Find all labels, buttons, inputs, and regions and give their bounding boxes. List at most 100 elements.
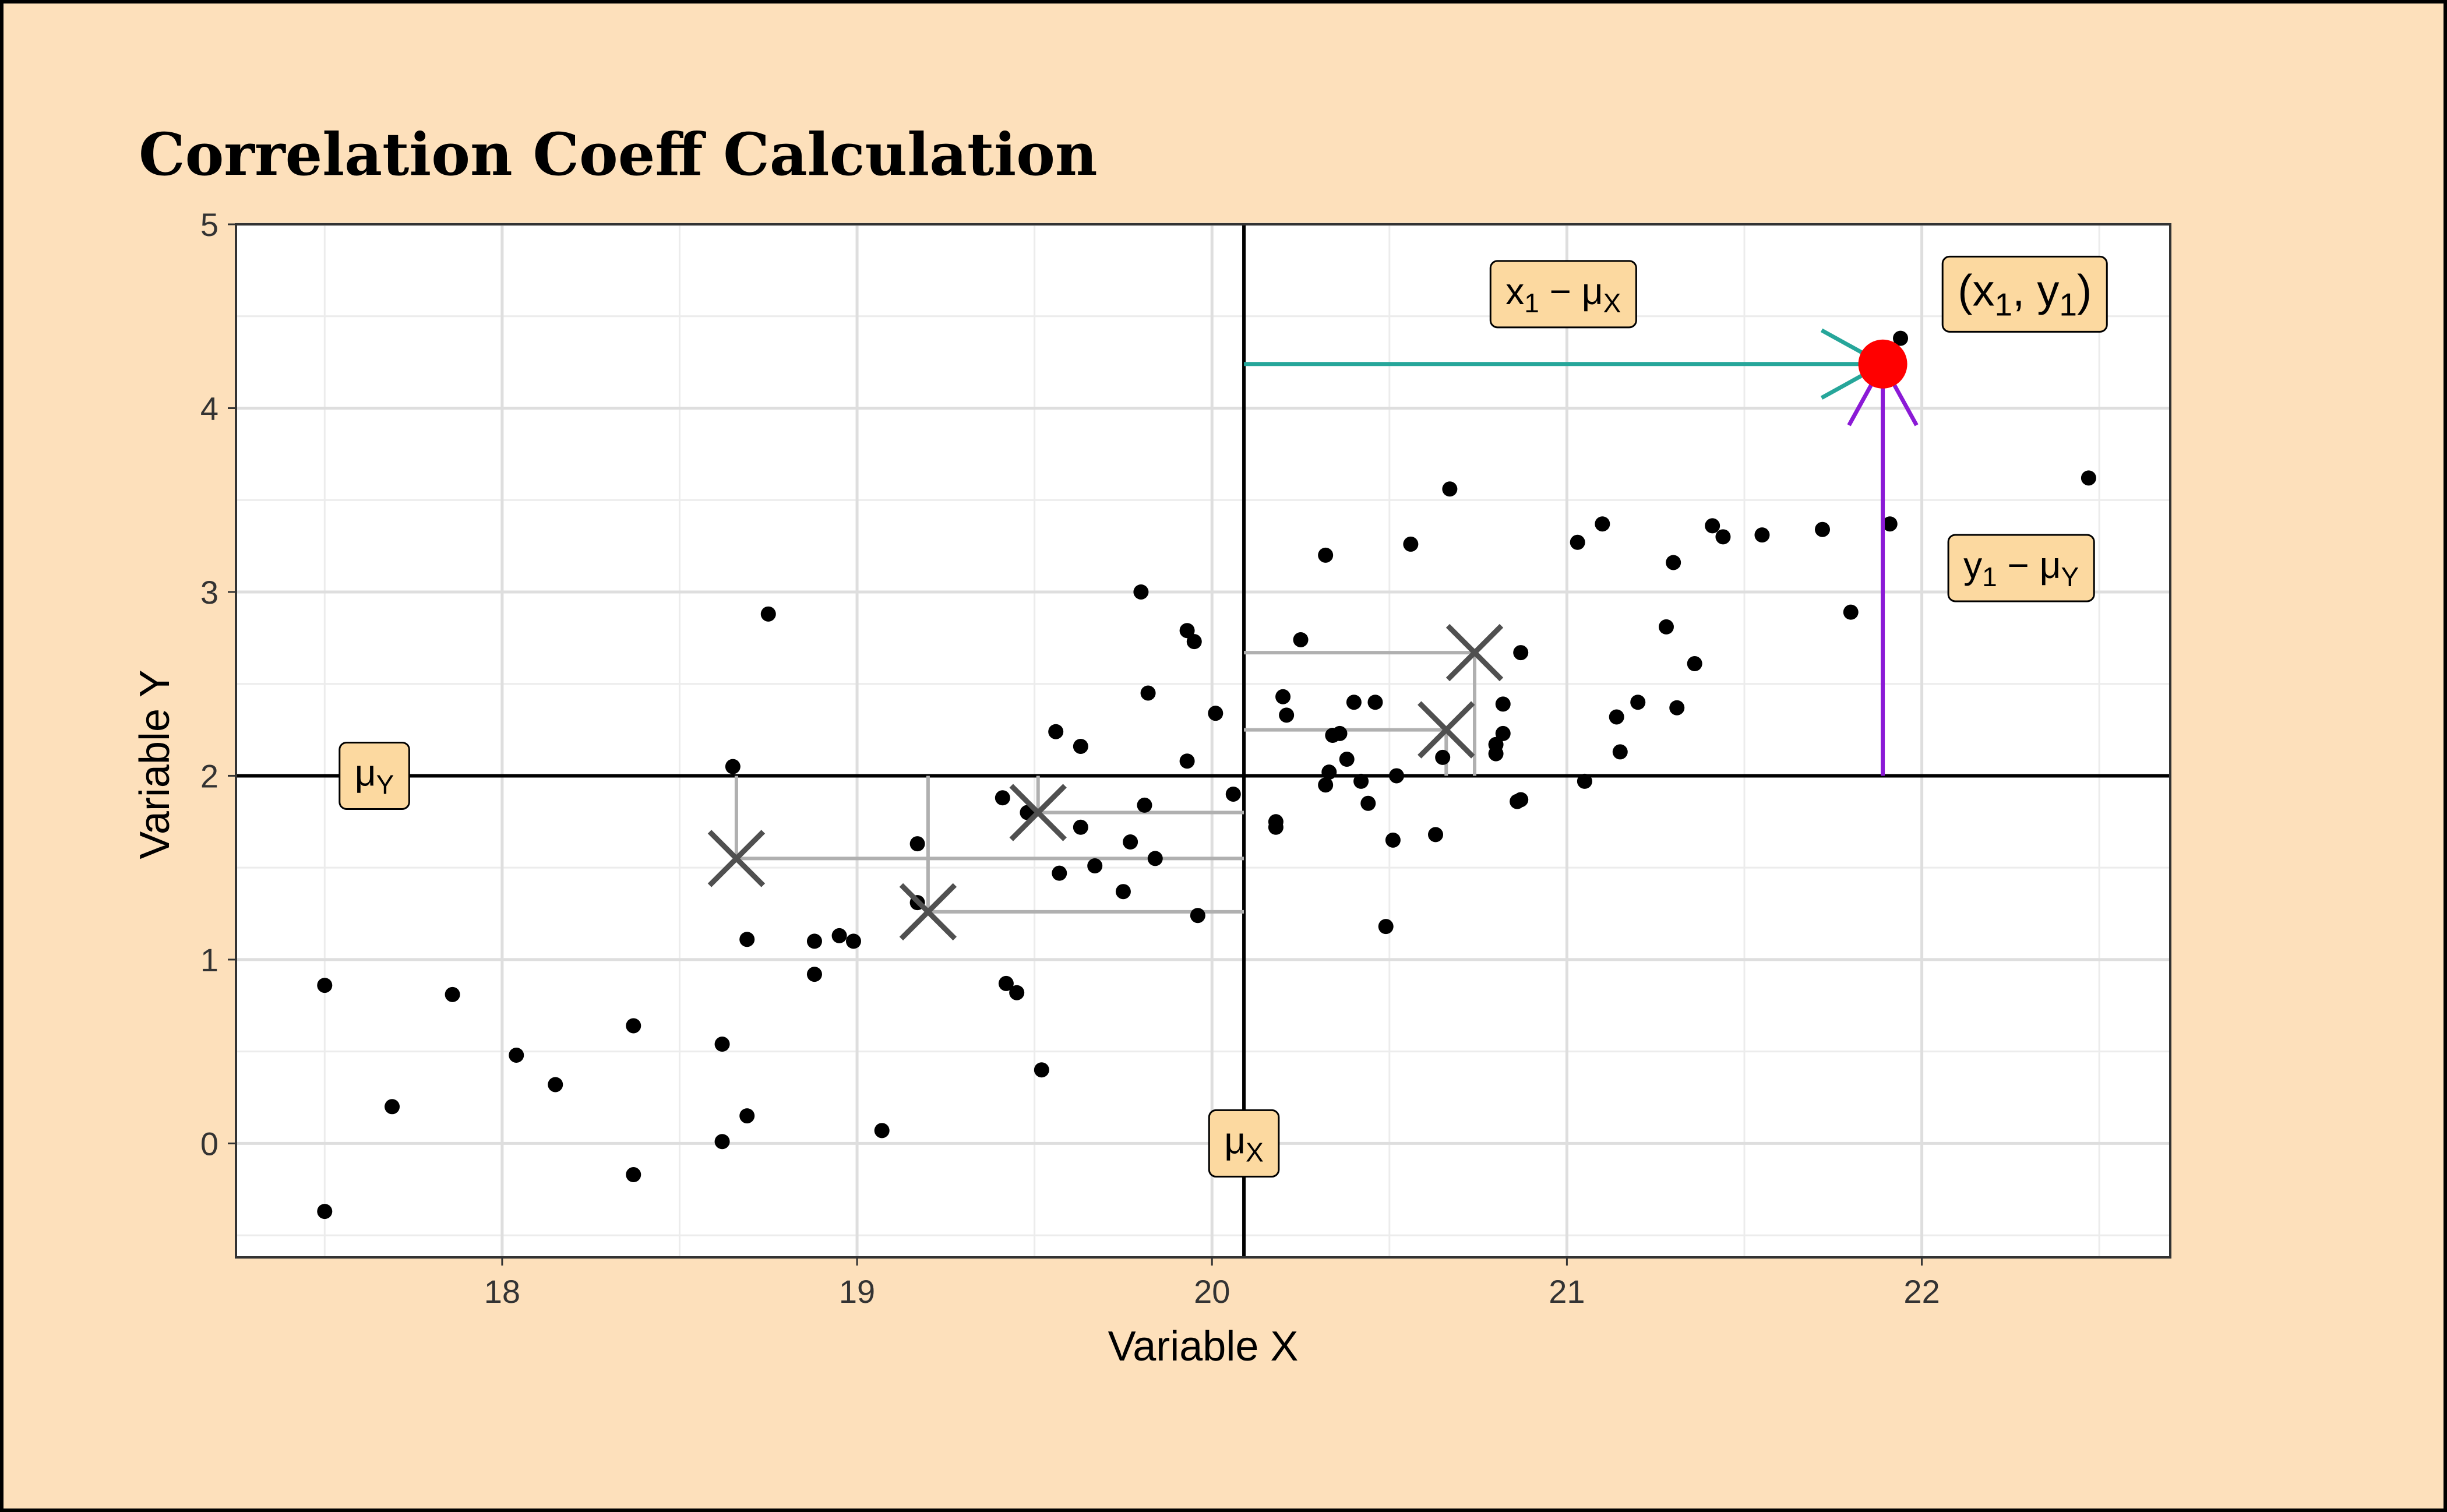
point-label-text: (x1, y1) <box>1958 266 2092 322</box>
data-point <box>1147 851 1163 866</box>
y-tick-label: 2 <box>200 757 218 794</box>
mu-x-label-box <box>1208 1109 1280 1178</box>
data-point <box>1428 827 1444 843</box>
data-point <box>995 790 1010 806</box>
cross-marker-stroke-b <box>707 830 766 887</box>
data-point <box>1666 555 1681 570</box>
data-point <box>1052 865 1067 881</box>
data-point <box>1612 744 1628 760</box>
data-point <box>1442 481 1458 497</box>
data-point <box>1034 1062 1049 1078</box>
data-point <box>1179 753 1195 769</box>
data-point <box>1190 908 1205 924</box>
y-deviation-label-text: y1 − μY <box>1963 544 2079 592</box>
cross-marker-stroke-b <box>899 883 957 941</box>
data-point <box>1268 819 1284 835</box>
y-tick-label: 4 <box>200 390 218 427</box>
data-point <box>1609 709 1624 725</box>
data-point <box>806 933 822 949</box>
data-point <box>1346 695 1362 710</box>
data-point <box>1353 773 1369 789</box>
y-tick-label: 3 <box>200 574 218 611</box>
data-point <box>1882 516 1898 532</box>
x-tick-label: 18 <box>484 1273 520 1310</box>
data-point <box>317 1204 333 1220</box>
data-point <box>1137 797 1152 813</box>
cross-marker-stroke-b <box>1445 623 1504 682</box>
data-point <box>626 1018 641 1034</box>
data-point <box>714 1134 730 1150</box>
y-deviation-label: y1 − μY <box>1947 534 2095 602</box>
data-point <box>509 1047 524 1063</box>
x-axis-title: Variable X <box>1108 1323 1299 1370</box>
data-point <box>1403 536 1419 552</box>
x-tick-label: 21 <box>1549 1273 1585 1310</box>
data-point <box>1495 696 1511 712</box>
data-point <box>1279 707 1295 723</box>
data-point <box>1186 634 1202 650</box>
data-point <box>1754 527 1770 543</box>
x-deviation-label-box <box>1489 260 1637 329</box>
data-point <box>1339 752 1355 767</box>
data-point <box>1843 604 1859 620</box>
data-point <box>317 978 333 993</box>
data-point <box>1318 777 1334 793</box>
chart-title: Correlation Coeff Calculation <box>139 120 1098 189</box>
data-point <box>1488 746 1504 762</box>
data-point <box>1332 725 1348 741</box>
data-point <box>1378 919 1394 935</box>
x-tick-label: 19 <box>839 1273 875 1310</box>
data-point <box>845 933 861 949</box>
data-point <box>1435 749 1451 765</box>
highlight-point <box>1858 339 1907 389</box>
data-point <box>1275 689 1291 704</box>
data-point <box>1513 645 1529 661</box>
x-deviation-label: x1 − μX <box>1489 260 1637 329</box>
data-point <box>1577 773 1592 789</box>
mu-x-label: μX <box>1208 1109 1280 1178</box>
data-point <box>998 975 1014 991</box>
plot-border <box>235 223 2171 1259</box>
y-axis-title: Variable Y <box>132 669 178 859</box>
data-point <box>739 932 755 947</box>
data-point <box>1367 695 1383 710</box>
cross-marker-stroke-b <box>1418 701 1475 759</box>
x-tick-label: 22 <box>1903 1273 1940 1310</box>
data-point <box>1123 834 1138 850</box>
data-point <box>1009 985 1025 1000</box>
y-tick-label: 5 <box>200 206 218 243</box>
y-tick-label: 1 <box>200 942 218 978</box>
mu-y-label: μY <box>339 741 410 810</box>
mu-x-label-text: μX <box>1224 1119 1264 1167</box>
data-point <box>1133 584 1149 600</box>
data-point <box>1073 819 1088 835</box>
data-point <box>760 606 776 622</box>
data-point <box>1893 330 1909 346</box>
data-point <box>1513 792 1529 808</box>
data-point <box>1179 623 1195 639</box>
data-point <box>1705 518 1720 534</box>
data-point <box>1658 619 1674 635</box>
data-point <box>1087 858 1103 874</box>
plot-panel: 18 19 20 21 22 0 1 2 3 4 5 μY μX x1 − μX y1 − μY (x1, y… <box>200 206 2171 1310</box>
data-point <box>714 1037 730 1052</box>
data-point <box>626 1167 641 1183</box>
data-point <box>1669 700 1685 716</box>
data-point <box>1715 529 1731 545</box>
data-point <box>548 1077 563 1092</box>
cross-marker-stroke-b <box>1009 784 1067 841</box>
y-tick-label: 0 <box>200 1125 218 1162</box>
data-point <box>909 836 925 852</box>
y-deviation-label-box <box>1947 534 2095 602</box>
x-tick-label: 20 <box>1194 1273 1230 1310</box>
data-point <box>1495 725 1511 741</box>
data-point <box>445 986 460 1002</box>
data-point <box>1389 768 1404 784</box>
data-point <box>739 1108 755 1124</box>
data-point <box>1630 695 1646 710</box>
data-point <box>831 928 847 943</box>
data-point <box>806 967 822 982</box>
data-point <box>1073 738 1088 754</box>
data-point <box>725 759 741 774</box>
mu-y-label-box <box>339 741 410 810</box>
